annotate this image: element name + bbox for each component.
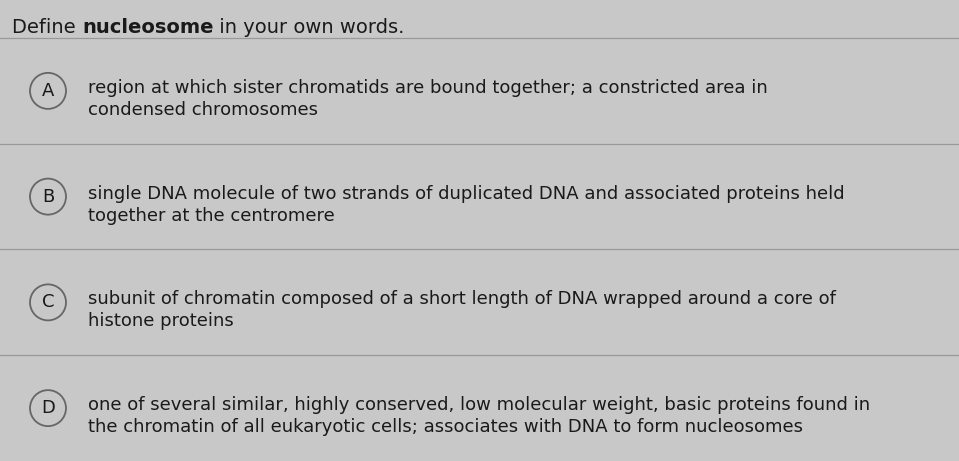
Circle shape (30, 390, 66, 426)
Text: C: C (42, 293, 55, 311)
Text: A: A (42, 82, 55, 100)
Text: in your own words.: in your own words. (213, 18, 405, 37)
Text: nucleosome: nucleosome (82, 18, 213, 37)
Text: D: D (41, 399, 55, 417)
Text: the chromatin of all eukaryotic cells; associates with DNA to form nucleosomes: the chromatin of all eukaryotic cells; a… (88, 418, 803, 436)
Circle shape (30, 178, 66, 215)
Text: region at which sister chromatids are bound together; a constricted area in: region at which sister chromatids are bo… (88, 79, 768, 97)
Text: subunit of chromatin composed of a short length of DNA wrapped around a core of: subunit of chromatin composed of a short… (88, 290, 836, 308)
Circle shape (30, 284, 66, 320)
Text: together at the centromere: together at the centromere (88, 207, 335, 225)
Text: B: B (42, 188, 54, 206)
Text: single DNA molecule of two strands of duplicated DNA and associated proteins hel: single DNA molecule of two strands of du… (88, 184, 845, 202)
Text: Define: Define (12, 18, 82, 37)
Circle shape (30, 73, 66, 109)
Text: one of several similar, highly conserved, low molecular weight, basic proteins f: one of several similar, highly conserved… (88, 396, 870, 414)
Text: histone proteins: histone proteins (88, 312, 234, 330)
Text: condensed chromosomes: condensed chromosomes (88, 101, 318, 119)
